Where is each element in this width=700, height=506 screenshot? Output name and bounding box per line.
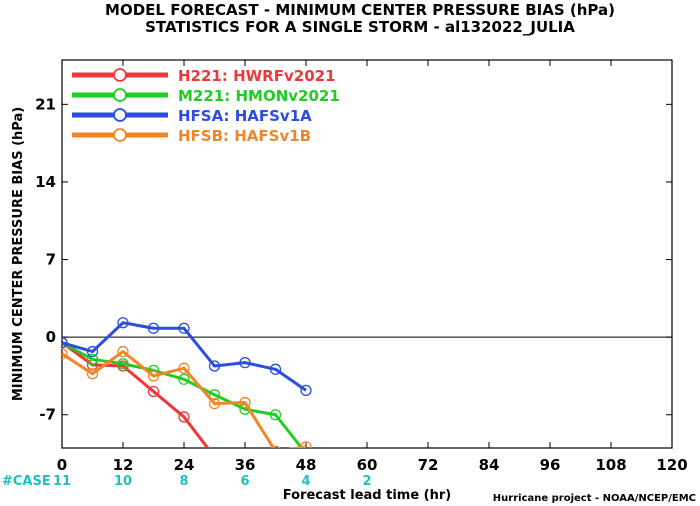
y-tick-label: 21 <box>35 95 56 113</box>
case-count: 4 <box>301 474 310 489</box>
data-point <box>269 363 282 375</box>
data-point <box>147 370 160 382</box>
data-point <box>117 317 129 329</box>
series-layer <box>62 317 312 462</box>
data-point <box>147 322 160 334</box>
data-point <box>269 409 282 421</box>
chart-title: MODEL FORECAST - MINIMUM CENTER PRESSURE… <box>105 1 615 19</box>
x-tick-label: 12 <box>113 456 134 474</box>
data-point <box>208 398 221 410</box>
data-point <box>62 337 68 349</box>
y-tick-label: 14 <box>35 173 56 191</box>
case-count: 8 <box>179 474 188 489</box>
y-axis: -7 0 7 14 21 <box>35 95 672 424</box>
data-point <box>239 396 251 409</box>
y-tick-label: -7 <box>39 406 56 424</box>
data-point <box>270 445 281 448</box>
legend: H221: HWRFv2021 M221: HMONv2021 HFSA: HAFS… <box>72 67 340 145</box>
data-point <box>147 385 160 398</box>
y-axis-label: MINIMUM CENTER PRESSURE BIAS (hPa) <box>11 107 26 401</box>
legend-marker <box>113 88 127 102</box>
case-label: #CASE <box>2 474 51 489</box>
x-axis-label: Forecast lead time (hr) <box>283 488 451 503</box>
x-tick-label: 36 <box>235 456 256 474</box>
data-point <box>117 345 129 358</box>
x-tick-label: 60 <box>357 456 378 474</box>
x-tick-label: 96 <box>540 456 561 474</box>
case-count: 11 <box>53 474 71 489</box>
data-point <box>210 452 220 462</box>
data-point <box>86 368 99 380</box>
case-count: 6 <box>240 474 249 489</box>
x-tick-label: 108 <box>595 456 626 474</box>
x-tick-label: 48 <box>296 456 317 474</box>
series-0 <box>62 337 220 462</box>
series-line <box>62 341 304 448</box>
x-tick-label: 72 <box>418 456 439 474</box>
series-line <box>62 321 307 392</box>
series-line <box>62 341 210 448</box>
data-point <box>208 360 221 372</box>
data-point <box>117 358 129 370</box>
x-axis: 0 12 24 36 48 60 72 84 96 108 120 <box>57 60 688 474</box>
data-point <box>86 345 99 358</box>
data-point <box>300 384 312 397</box>
y-tick-label: 7 <box>46 251 56 269</box>
x-tick-label: 120 <box>656 456 687 474</box>
legend-label: M221: HMONv2021 <box>178 87 340 105</box>
data-point <box>178 373 190 385</box>
y-tick-label: 0 <box>46 328 56 346</box>
legend-label: HFSA: HAFSv1A <box>178 107 312 125</box>
data-point <box>178 322 190 334</box>
legend-label: H221: HWRFv2021 <box>178 67 336 85</box>
data-point <box>208 389 221 401</box>
data-point <box>62 348 68 360</box>
data-point <box>178 411 190 423</box>
x-tick-label: 0 <box>57 456 67 474</box>
case-count: 10 <box>114 474 132 489</box>
legend-label: HFSB: HAFSv1B <box>178 127 311 145</box>
series-2 <box>62 317 312 397</box>
legend-marker <box>113 128 127 142</box>
data-point <box>239 356 251 369</box>
x-tick-label: 24 <box>174 456 195 474</box>
series-3 <box>62 345 312 448</box>
case-count: 2 <box>362 474 371 489</box>
data-point <box>86 353 99 365</box>
legend-marker <box>113 108 127 122</box>
chart-subtitle: STATISTICS FOR A SINGLE STORM - al132022… <box>145 18 575 36</box>
case-counts: #CASE 11 10 8 6 4 2 <box>2 474 372 489</box>
x-tick-label: 84 <box>479 456 500 474</box>
legend-marker <box>113 68 127 82</box>
data-point <box>178 362 190 374</box>
credit-text: Hurricane project - NOAA/NCEP/EMC <box>493 493 696 504</box>
series-line <box>62 350 307 448</box>
data-point <box>300 441 312 448</box>
